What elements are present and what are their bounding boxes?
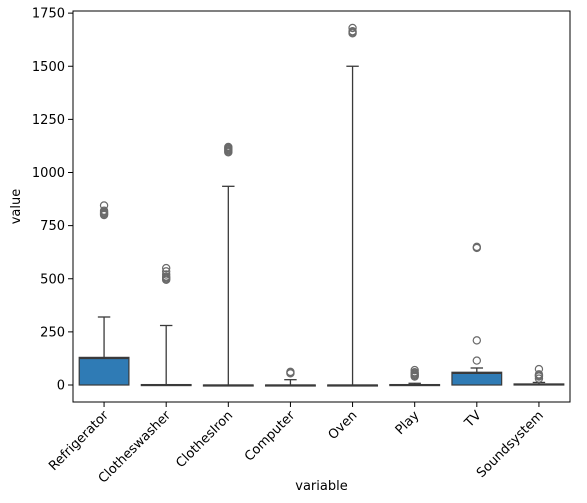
outlier-point [534, 370, 544, 379]
y-tick-label: 1750 [32, 7, 65, 22]
outlier-point [224, 142, 233, 152]
y-axis-label: value [9, 189, 24, 225]
outlier-point [99, 206, 109, 215]
y-tick-label: 0 [57, 379, 65, 394]
outlier-point [348, 23, 357, 33]
box-iqr [451, 371, 503, 386]
y-tick-label: 750 [40, 219, 65, 234]
y-tick-label: 1500 [32, 60, 65, 75]
outlier-point [161, 270, 171, 279]
box-clotheswasher [140, 263, 192, 387]
y-tick-label: 1250 [32, 113, 65, 128]
outlier-point [472, 242, 482, 252]
box-computer [264, 367, 316, 387]
outlier-point [472, 356, 482, 365]
y-tick-label: 250 [40, 325, 65, 340]
y-tick-label: 500 [40, 272, 65, 287]
box-clothesiron [202, 142, 254, 387]
outlier-point [161, 267, 171, 276]
box-soundsystem [513, 364, 565, 386]
plot-frame [72, 10, 571, 403]
box-oven [327, 23, 379, 387]
outlier-point [348, 26, 357, 36]
outlier-point [410, 365, 419, 375]
x-axis-label: variable [295, 479, 347, 494]
box-play [389, 365, 441, 387]
outlier-point [534, 364, 544, 374]
box-refrigerator [78, 201, 130, 386]
outlier-point [99, 201, 109, 210]
outlier-point [472, 336, 482, 345]
box-tv [451, 242, 503, 386]
box-iqr [78, 356, 130, 386]
outlier-point [161, 263, 171, 273]
outlier-point [286, 367, 295, 377]
y-tick-label: 1000 [32, 166, 65, 181]
